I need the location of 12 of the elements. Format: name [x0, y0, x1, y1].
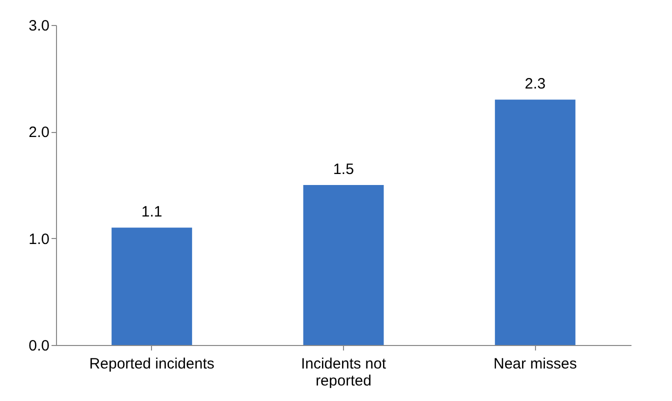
- bar: [303, 185, 384, 345]
- x-tick-label: Reported incidents: [89, 356, 214, 372]
- y-tick-label: 2.0: [28, 124, 50, 142]
- data-label: 2.3: [524, 76, 546, 93]
- data-label: 1.5: [333, 161, 354, 178]
- bar: [112, 228, 192, 345]
- y-tick-label: 1.0: [28, 230, 50, 248]
- y-tick-label: 0.0: [28, 338, 50, 354]
- bar: [494, 100, 576, 345]
- data-label: 1.1: [141, 204, 162, 221]
- y-tick-label: 3.0: [28, 18, 50, 34]
- x-tick-label: Near misses: [493, 356, 577, 372]
